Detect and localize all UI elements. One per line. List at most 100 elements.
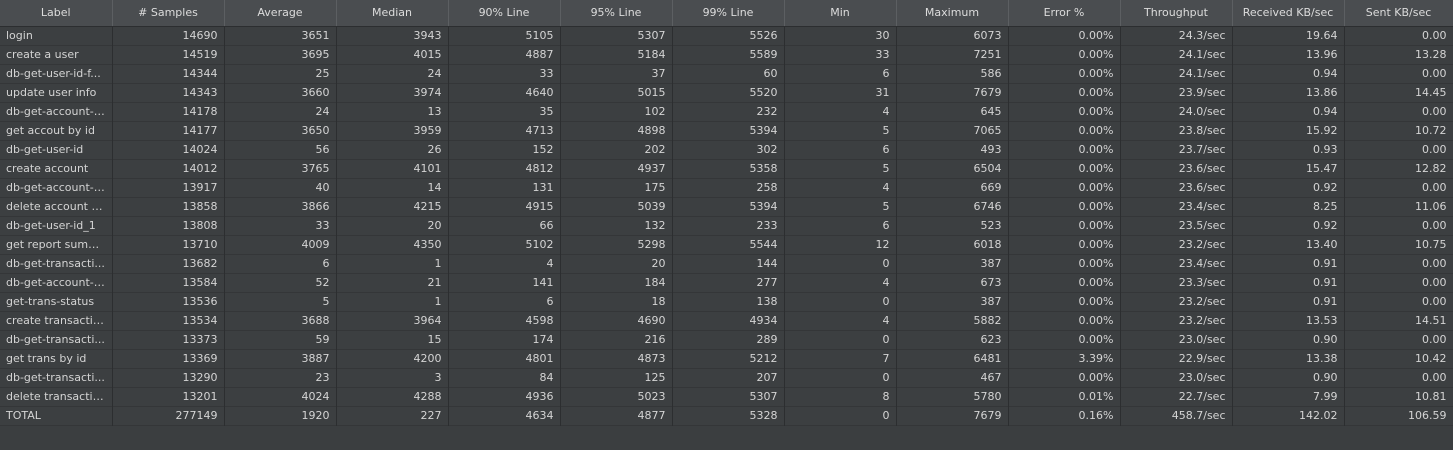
cell-sent: 12.82 <box>1344 159 1453 178</box>
cell-throughput: 23.6/sec <box>1120 178 1233 197</box>
table-row[interactable]: get accout by id 14177 3650 3959 4713 4898 539… <box>0 121 1453 140</box>
cell-90-line: 6 <box>448 292 561 311</box>
column-header-sent[interactable]: Sent KB/sec <box>1344 0 1453 27</box>
table-row[interactable]: db-get-transacti... 13290 23 3 84 125 207 0 467 0… <box>0 368 1453 387</box>
cell-90-line: 66 <box>448 216 561 235</box>
cell-samples: 13534 <box>112 311 225 330</box>
cell-median: 13 <box>336 102 449 121</box>
column-header-min[interactable]: Min <box>784 0 897 27</box>
cell-received: 7.99 <box>1232 387 1345 406</box>
cell-label: create transaction <box>0 311 113 330</box>
column-header-maximum[interactable]: Maximum <box>896 0 1009 27</box>
column-header-throughput[interactable]: Throughput <box>1120 0 1233 27</box>
cell-90-line: 131 <box>448 178 561 197</box>
table-row[interactable]: get trans by id 13369 3887 4200 4801 4873 5212… <box>0 349 1453 368</box>
cell-min: 0 <box>784 368 897 387</box>
cell-average: 59 <box>224 330 337 349</box>
cell-90-line: 84 <box>448 368 561 387</box>
cell-error: 0.00% <box>1008 292 1121 311</box>
cell-median: 24 <box>336 64 449 83</box>
cell-99-line: 207 <box>672 368 785 387</box>
cell-95-line: 20 <box>560 254 673 273</box>
column-header-error[interactable]: Error % <box>1008 0 1121 27</box>
column-header-median[interactable]: Median <box>336 0 449 27</box>
table-row[interactable]: db-get-account-i... 13917 40 14 131 175 258 4 66… <box>0 178 1453 197</box>
cell-90-line: 4812 <box>448 159 561 178</box>
column-header-samples[interactable]: # Samples <box>112 0 225 27</box>
cell-sent: 0.00 <box>1344 102 1453 121</box>
cell-throughput: 24.1/sec <box>1120 45 1233 64</box>
cell-throughput: 23.5/sec <box>1120 216 1233 235</box>
cell-95-line: 5039 <box>560 197 673 216</box>
cell-label: get report summ... <box>0 235 113 254</box>
cell-95-line: 4873 <box>560 349 673 368</box>
cell-average: 3651 <box>224 26 337 45</box>
cell-error: 0.00% <box>1008 311 1121 330</box>
cell-99-line: 289 <box>672 330 785 349</box>
cell-label: get accout by id <box>0 121 113 140</box>
cell-maximum: 523 <box>896 216 1009 235</box>
column-header-average[interactable]: Average <box>224 0 337 27</box>
cell-throughput: 24.3/sec <box>1120 26 1233 45</box>
table-row[interactable]: get-trans-status 13536 5 1 6 18 138 0 387 0.00% 23… <box>0 292 1453 311</box>
cell-received: 8.25 <box>1232 197 1345 216</box>
table-row[interactable]: db-get-account-i... 13584 52 21 141 184 277 4 67… <box>0 273 1453 292</box>
cell-average: 3688 <box>224 311 337 330</box>
table-row[interactable]: update user info 14343 3660 3974 4640 5015 552… <box>0 83 1453 102</box>
column-header-95-line[interactable]: 95% Line <box>560 0 673 27</box>
cell-95-line: 37 <box>560 64 673 83</box>
cell-min: 12 <box>784 235 897 254</box>
table-row[interactable]: db-get-account-i... 14178 24 13 35 102 232 4 645… <box>0 102 1453 121</box>
cell-average: 3765 <box>224 159 337 178</box>
cell-error: 0.01% <box>1008 387 1121 406</box>
cell-error: 0.00% <box>1008 140 1121 159</box>
table-row[interactable]: create a user 14519 3695 4015 4887 5184 5589 33… <box>0 45 1453 64</box>
table-row[interactable]: create account 14012 3765 4101 4812 4937 5358 5… <box>0 159 1453 178</box>
total-row[interactable]: TOTAL 277149 1920 227 4634 4877 5328 0 7679 0.16%… <box>0 406 1453 425</box>
cell-label: update user info <box>0 83 113 102</box>
cell-samples: 14178 <box>112 102 225 121</box>
cell-99-line: 232 <box>672 102 785 121</box>
cell-received: 15.92 <box>1232 121 1345 140</box>
cell-samples: 14344 <box>112 64 225 83</box>
cell-throughput: 458.7/sec <box>1120 406 1233 425</box>
cell-received: 0.91 <box>1232 292 1345 311</box>
table-row[interactable]: db-get-transacti... 13682 6 1 4 20 144 0 387 0.00… <box>0 254 1453 273</box>
table-row[interactable]: delete transactio... 13201 4024 4288 4936 502… <box>0 387 1453 406</box>
cell-average: 3887 <box>224 349 337 368</box>
cell-maximum: 6504 <box>896 159 1009 178</box>
cell-sent: 0.00 <box>1344 140 1453 159</box>
cell-maximum: 467 <box>896 368 1009 387</box>
cell-label: db-get-user-id <box>0 140 113 159</box>
cell-samples: 13290 <box>112 368 225 387</box>
cell-90-line: 4915 <box>448 197 561 216</box>
cell-samples: 14177 <box>112 121 225 140</box>
cell-error: 0.00% <box>1008 330 1121 349</box>
cell-median: 4350 <box>336 235 449 254</box>
table-row[interactable]: db-get-transacti... 13373 59 15 174 216 289 0 62… <box>0 330 1453 349</box>
cell-maximum: 6746 <box>896 197 1009 216</box>
column-header-label[interactable]: Label <box>0 0 113 27</box>
table-row[interactable]: db-get-user-id_1 13808 33 20 66 132 233 6 523 0.0… <box>0 216 1453 235</box>
cell-95-line: 4690 <box>560 311 673 330</box>
cell-90-line: 4598 <box>448 311 561 330</box>
cell-median: 3959 <box>336 121 449 140</box>
table-row[interactable]: get report summ... 13710 4009 4350 5102 5298 5… <box>0 235 1453 254</box>
column-header-90-line[interactable]: 90% Line <box>448 0 561 27</box>
cell-label: get-trans-status <box>0 292 113 311</box>
cell-95-line: 4937 <box>560 159 673 178</box>
cell-average: 3650 <box>224 121 337 140</box>
summary-report-table[interactable]: Label # Samples Average Median 90% Line … <box>0 0 1453 426</box>
cell-error: 3.39% <box>1008 349 1121 368</box>
cell-label: db-get-account-i... <box>0 102 113 121</box>
table-row[interactable]: create transaction 13534 3688 3964 4598 4690 4… <box>0 311 1453 330</box>
cell-samples: 14690 <box>112 26 225 45</box>
table-row[interactable]: db-get-user-id-f... 14344 25 24 33 37 60 6 586 0.… <box>0 64 1453 83</box>
table-row[interactable]: login 14690 3651 3943 5105 5307 5526 30 6073 0.00… <box>0 26 1453 45</box>
column-header-99-line[interactable]: 99% Line <box>672 0 785 27</box>
table-row[interactable]: delete account b... 13858 3866 4215 4915 5039… <box>0 197 1453 216</box>
column-header-received[interactable]: Received KB/sec <box>1232 0 1345 27</box>
cell-99-line: 5544 <box>672 235 785 254</box>
cell-throughput: 24.1/sec <box>1120 64 1233 83</box>
table-row[interactable]: db-get-user-id 14024 56 26 152 202 302 6 493 0.00… <box>0 140 1453 159</box>
